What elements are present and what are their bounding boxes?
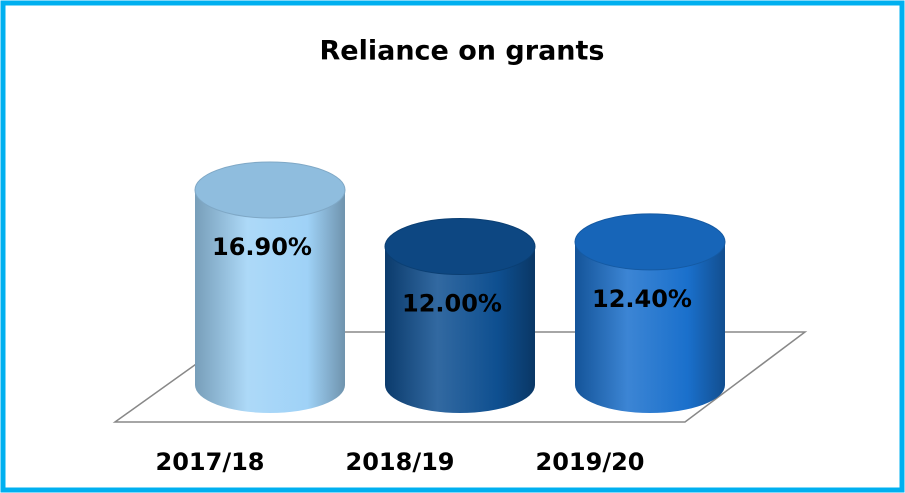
cylinder-body: [195, 189, 345, 413]
value-label: 16.90%: [212, 233, 312, 261]
cylinder-top: [194, 161, 346, 219]
cylinder-body: [385, 246, 535, 413]
chart-title: Reliance on grants: [319, 36, 604, 67]
cylinder-top: [574, 213, 726, 271]
x-tick-label: 2019/20: [536, 448, 645, 476]
x-tick-label: 2018/19: [346, 448, 455, 476]
value-label: 12.00%: [402, 290, 502, 318]
value-label: 12.40%: [592, 285, 692, 313]
cylinder-body: [575, 241, 725, 413]
x-tick-label: 2017/18: [156, 448, 265, 476]
cylinder-top: [384, 218, 536, 276]
